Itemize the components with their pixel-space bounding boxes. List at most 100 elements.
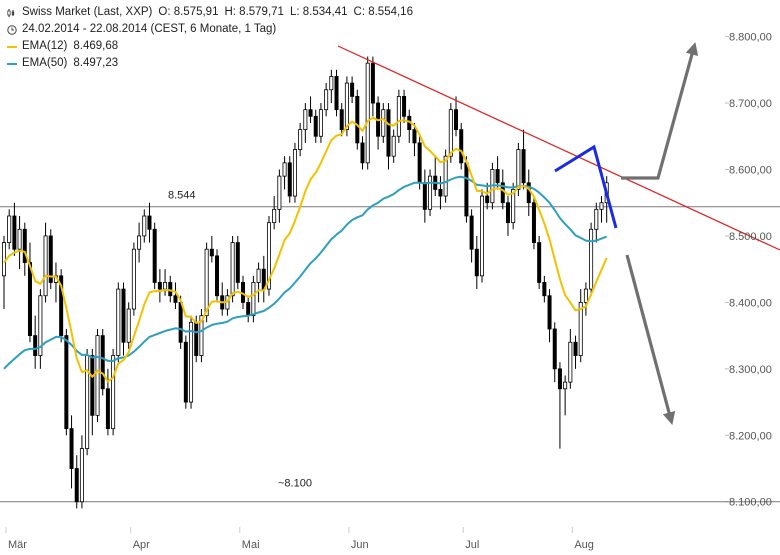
candle-body [448,109,453,157]
projection-peak-line [554,144,618,229]
candle-body [417,142,422,184]
candle [173,282,178,310]
candle-body [313,115,318,137]
candle-body [573,341,578,356]
candle [495,156,500,190]
chart-legend: Swiss Market (Last, XXP) O: 8.575,91 H: … [6,4,413,72]
ema-lines [3,116,608,383]
candle [583,282,588,316]
candle-body [33,335,38,356]
candle [7,209,12,250]
candle [350,76,355,104]
candle-body [292,149,297,197]
candle-body [505,202,510,224]
candle-body [79,448,84,503]
candle-body [568,341,573,383]
candle-body [516,149,521,190]
candle [163,269,168,296]
candle-body [27,262,32,337]
x-tick-label: Apr [133,539,150,551]
candle [230,235,235,303]
candle-body [386,109,391,157]
candle-body [464,162,469,217]
candle-body [256,268,261,283]
candle-body [7,215,12,243]
high-value: H: 8.579,71 [224,6,284,18]
candle [526,169,531,216]
candle-body [479,195,484,277]
candle-body [557,368,562,390]
candle [521,129,526,190]
candle [33,315,38,369]
candle-body [121,288,126,343]
candle-body [594,208,599,230]
candle-body [542,282,547,297]
candle-body [277,175,282,210]
level-label: 8.544 [168,190,196,202]
ema12-value: 8.469,68 [73,40,119,52]
candle [531,196,536,250]
candle-body [370,62,375,104]
resistance-trendline [337,45,780,251]
candle-body [95,335,100,416]
candle [422,169,427,223]
candle-body [137,235,142,250]
candle-body [303,109,308,131]
candle-body [474,248,479,277]
candle [27,242,32,343]
candle-body [69,428,74,469]
candle [370,56,375,117]
ema12-swatch [7,45,17,48]
y-tick-label: 8.400,00 [729,297,772,309]
candle [324,83,329,117]
candle-body [350,82,355,97]
candle [85,348,90,456]
candle [298,122,303,157]
candle [376,96,381,150]
candle [64,328,69,436]
candle-body [64,335,69,430]
candle [131,242,136,316]
candle-body [308,109,313,117]
candle-body [578,301,583,356]
candle-body [459,129,464,164]
period-text: 24.02.2014 - 22.08.2014 (CEST, 6 Monate,… [22,23,277,35]
candle [48,229,53,290]
candle-body [100,335,105,390]
candle-body [396,95,401,137]
y-tick-label: 8.800,00 [729,32,772,44]
candle-body [266,222,271,290]
candle-body [495,169,500,184]
candle-body [355,95,360,144]
candle [318,103,323,143]
candle-body [563,381,568,390]
y-tick-label: 8.200,00 [729,430,772,442]
candle-body [282,162,287,177]
candle [79,435,84,509]
candle-body [168,282,173,297]
candle-body [318,109,323,137]
candle [137,222,142,263]
candle-body [531,202,536,243]
candle-body [142,215,147,237]
candle-body [17,228,22,250]
ema50-label: EMA(50) [22,57,68,69]
candle [38,289,43,369]
candle-body [422,182,427,210]
candle-body [126,308,131,343]
candle-body [74,468,79,503]
candle-body [59,275,64,337]
candle [594,202,599,243]
candle [2,235,7,310]
ema12-line [3,116,608,383]
x-tick-label: Jul [465,539,479,551]
candle-body [131,248,136,310]
candles [2,56,609,509]
candle [12,202,17,256]
candle [438,176,443,210]
open-value: O: 8.575,91 [158,6,219,18]
candle-body [12,215,17,250]
candle [69,415,74,489]
bearish-scenario-arrow [625,254,676,425]
candle-body [552,328,557,370]
